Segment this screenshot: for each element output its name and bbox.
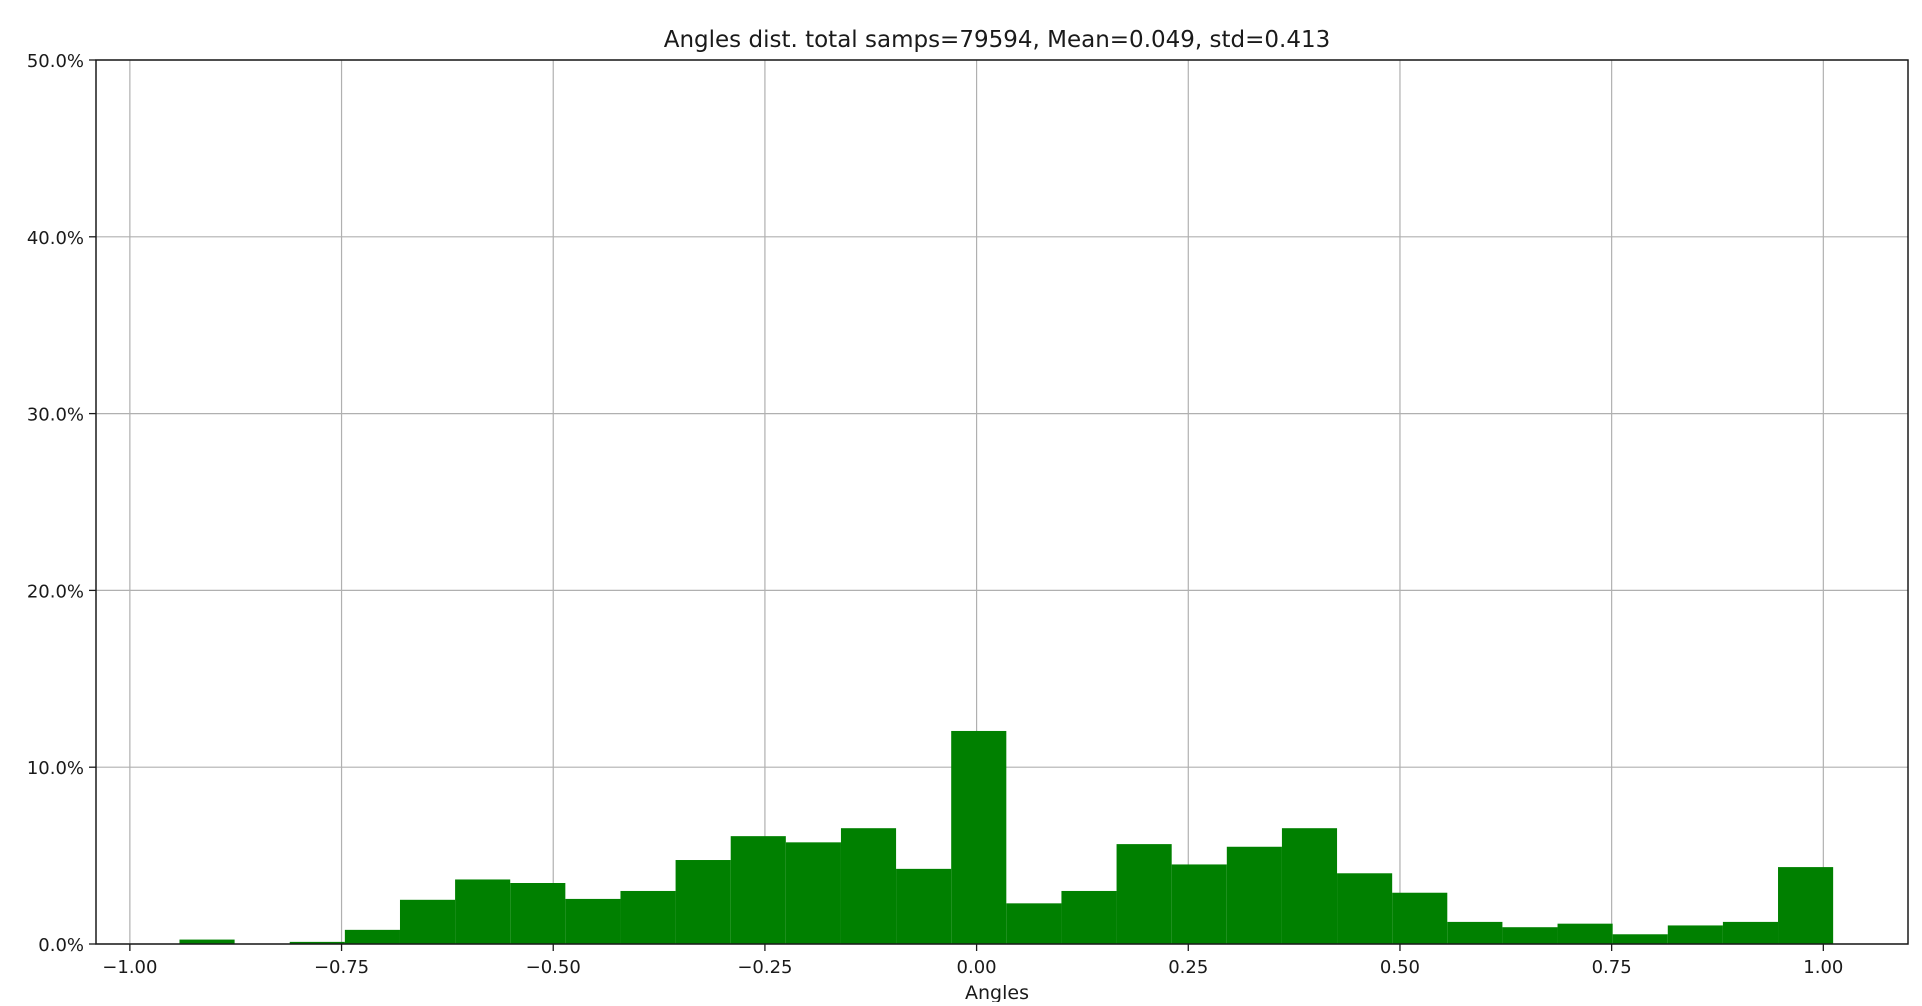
histogram-bar	[620, 890, 676, 944]
histogram-bar	[1061, 890, 1117, 944]
histogram-bar	[1447, 921, 1503, 944]
y-tick-label: 10.0%	[27, 758, 84, 779]
histogram-bar	[289, 941, 345, 944]
histogram-bar	[399, 899, 456, 944]
histogram-bar	[1171, 864, 1227, 944]
histogram-bar	[1557, 923, 1613, 944]
x-tick-label: −0.25	[737, 957, 792, 978]
x-tick-label: 0.50	[1380, 957, 1420, 978]
histogram-bars	[179, 730, 1834, 944]
x-tick-label: −1.00	[102, 957, 157, 978]
y-tick-label: 50.0%	[27, 51, 84, 72]
histogram-bar	[896, 868, 952, 944]
plot-axes	[95, 59, 1909, 945]
x-tick-label: 0.00	[957, 957, 997, 978]
histogram-bar	[1337, 873, 1393, 944]
y-tick-label: 30.0%	[27, 405, 84, 426]
x-tick-label: 1.00	[1803, 957, 1843, 978]
x-tick-label: 0.25	[1168, 957, 1208, 978]
histogram-bar	[675, 860, 731, 944]
histogram-bar	[510, 883, 566, 944]
y-tick-label: 0.0%	[38, 935, 84, 956]
y-tick-label: 40.0%	[27, 228, 84, 249]
histogram-bar	[730, 836, 786, 944]
chart-title: Angles dist. total samps=79594, Mean=0.0…	[664, 27, 1331, 53]
histogram-bar	[565, 898, 621, 944]
histogram-bar	[951, 730, 1007, 944]
histogram-bar	[1116, 844, 1172, 944]
histogram-bar	[344, 929, 400, 944]
histogram-bar	[1392, 892, 1448, 944]
histogram-bar	[1226, 846, 1282, 944]
x-tick-label: −0.50	[526, 957, 581, 978]
histogram-bar	[179, 939, 235, 944]
x-axis-label: Angles	[965, 982, 1029, 1002]
histogram-bar	[840, 828, 897, 944]
histogram-bar	[1778, 867, 1834, 944]
x-tick-label: −0.75	[314, 957, 369, 978]
histogram-bar	[785, 842, 841, 944]
histogram-bar	[1006, 903, 1062, 944]
y-tick-label: 20.0%	[27, 581, 84, 602]
plot-frame	[95, 59, 1909, 945]
histogram-bar	[1722, 921, 1779, 944]
axis-ticks: −1.00 −0.75 −0.50 −0.25 0.00 0.25 0.50 0.75 1.00…	[27, 51, 1844, 978]
histogram-bar	[455, 879, 511, 944]
histogram-bar	[1612, 934, 1668, 944]
histogram-bar	[1667, 925, 1723, 944]
histogram-bar	[1281, 828, 1338, 944]
x-tick-label: 0.75	[1592, 957, 1632, 978]
histogram-bar	[1502, 927, 1558, 944]
